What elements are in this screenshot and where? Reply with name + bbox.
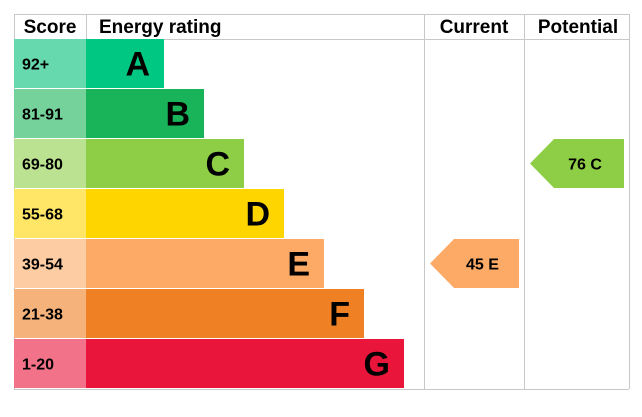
score-cell-e [14,239,86,288]
rating-letter-e: E [287,246,310,284]
score-cell-f [14,289,86,338]
current-rating-arrow [430,239,519,288]
score-cell-d [14,189,86,238]
rating-letter-g: G [364,346,390,384]
score-range-a: 92+ [22,57,49,74]
header-potential: Potential [538,17,618,38]
header-score: Score [24,17,77,38]
score-range-f: 21-38 [22,307,63,324]
score-cell-g [14,339,86,388]
rating-letter-d: D [245,196,270,234]
rating-bar-g [86,339,404,388]
score-range-e: 39-54 [22,257,63,274]
potential-rating-arrow [530,139,624,188]
score-cell-c [14,139,86,188]
header-current: Current [440,17,509,38]
rating-bar-e [86,239,324,288]
rating-bar-a [86,39,164,88]
rating-bar-b [86,89,204,138]
score-cell-a [14,39,86,88]
rating-bar-c [86,139,244,188]
rating-letter-b: B [165,96,190,134]
score-range-c: 69-80 [22,157,63,174]
rating-indicators: 45 E 76 C [430,139,624,288]
rating-letter-c: C [205,146,230,184]
current-rating-label: 45 E [466,257,499,274]
rating-bands: 92+ A 81-91 B 69-80 C 55-68 D 39-54 E 21-38 F 1-20 G [14,39,404,388]
header-energy-rating: Energy rating [99,17,221,38]
score-range-b: 81-91 [22,107,63,124]
score-cell-b [14,89,86,138]
rating-letter-f: F [329,296,350,334]
rating-bar-d [86,189,284,238]
score-range-g: 1-20 [22,357,54,374]
potential-rating-label: 76 C [568,157,602,174]
score-range-d: 55-68 [22,207,63,224]
rating-letter-a: A [125,46,150,84]
rating-bar-f [86,289,364,338]
